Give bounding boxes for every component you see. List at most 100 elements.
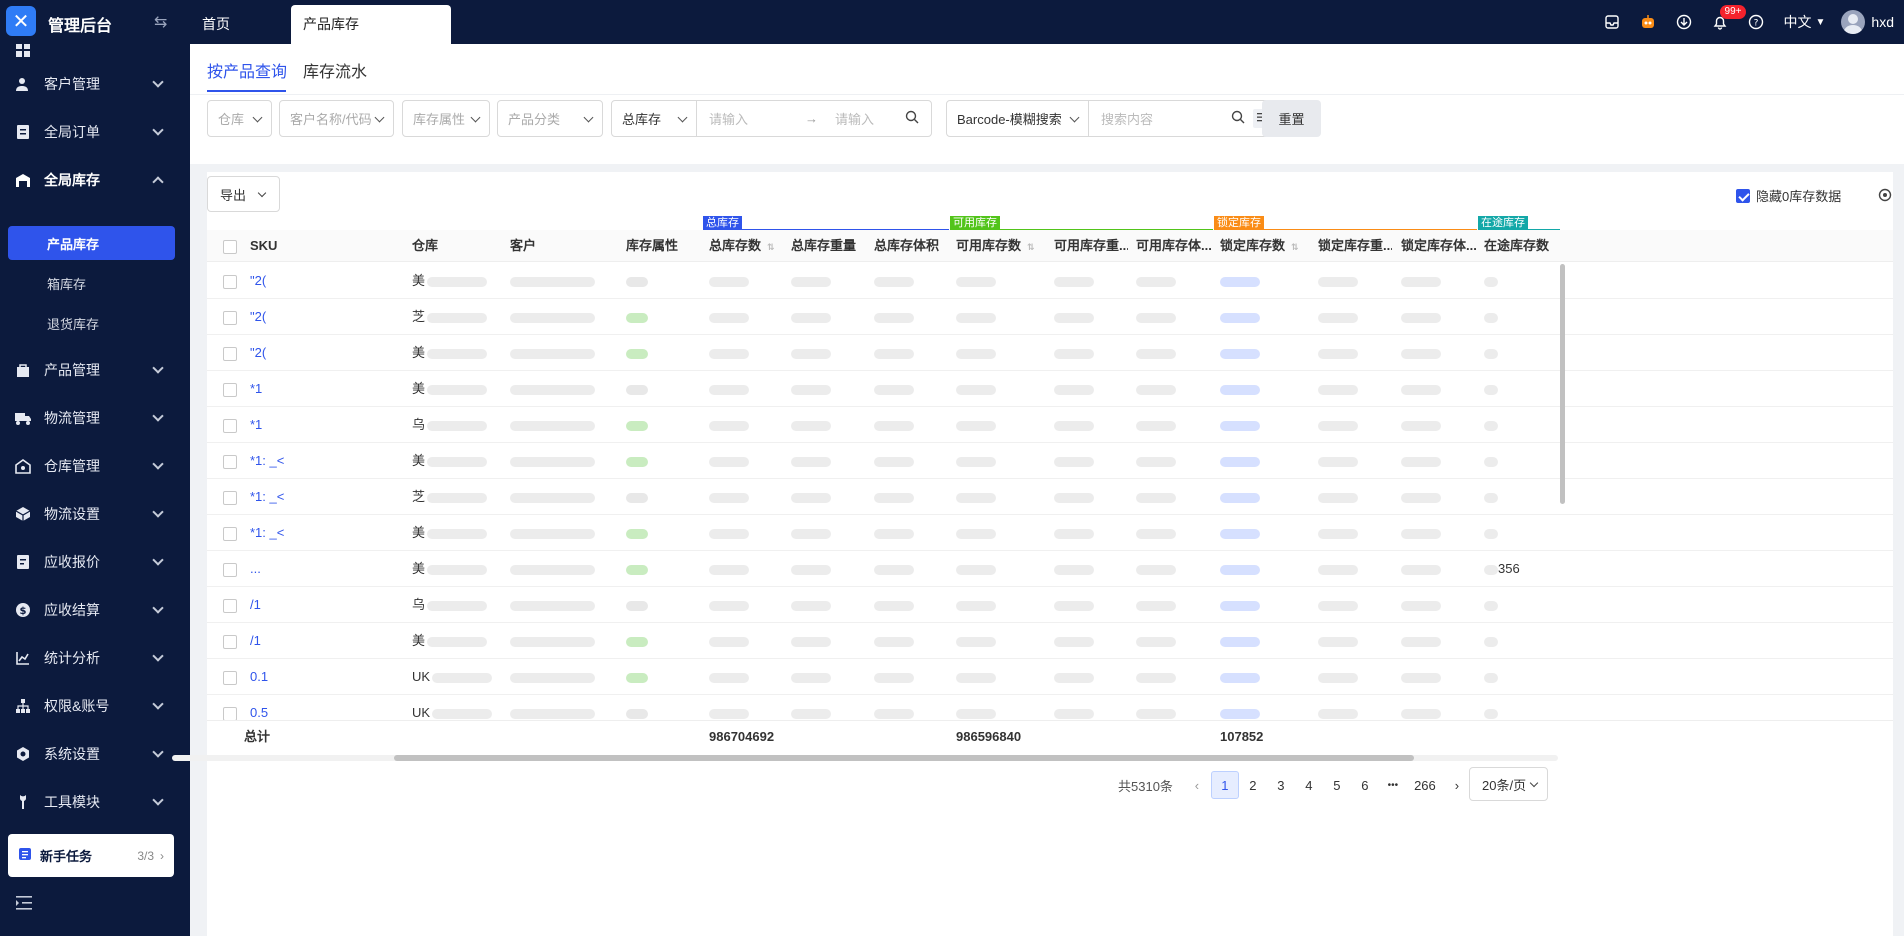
sidebar-item-permissions[interactable]: 权限&账号: [0, 686, 190, 726]
data-cell[interactable]: [1214, 623, 1310, 659]
sidebar-item-receivable-settlement[interactable]: $ 应收结算: [0, 590, 190, 630]
table-row[interactable]: [207, 443, 1893, 479]
sku-link[interactable]: *1: _<: [250, 489, 285, 504]
language-select[interactable]: 中文 ▼: [1774, 12, 1836, 32]
sidebar-item-system-settings[interactable]: 系统设置: [0, 734, 190, 774]
col-available-qty[interactable]: 可用库存数 ⇅: [950, 230, 1046, 262]
newbie-task-card[interactable]: 新手任务 3/3 ›: [8, 834, 174, 877]
warehouse-select[interactable]: 仓库: [207, 100, 272, 137]
next-page-icon[interactable]: ›: [1454, 777, 1460, 793]
sidebar-item-logistics[interactable]: 物流管理: [0, 398, 190, 438]
row-checkbox[interactable]: [223, 706, 237, 721]
page-4[interactable]: 4: [1305, 777, 1313, 793]
hide-zero-checkbox[interactable]: [1736, 188, 1750, 203]
sidebar-item-global-inventory[interactable]: 全局库存: [0, 160, 190, 200]
inbox-icon[interactable]: [1594, 0, 1630, 44]
sort-icon[interactable]: ⇅: [1027, 242, 1035, 252]
sort-icon[interactable]: ⇅: [1291, 242, 1299, 252]
sku-link[interactable]: /1: [250, 633, 261, 648]
user-menu[interactable]: hxd: [1835, 10, 1904, 34]
sidebar-item-products[interactable]: 产品管理: [0, 350, 190, 390]
customer-select[interactable]: 客户名称/代码: [279, 100, 394, 137]
vertical-scrollbar[interactable]: [1560, 264, 1565, 504]
sidebar-item-analytics[interactable]: 统计分析: [0, 638, 190, 678]
table-row[interactable]: [207, 335, 1893, 371]
row-checkbox[interactable]: [223, 346, 237, 361]
bell-icon[interactable]: 99+: [1702, 0, 1747, 44]
sidebar-item-partial[interactable]: [0, 44, 190, 70]
data-cell[interactable]: [1214, 479, 1310, 515]
help-icon[interactable]: ?: [1738, 0, 1774, 44]
data-cell[interactable]: [1214, 695, 1310, 731]
row-checkbox[interactable]: [223, 274, 237, 289]
sidebar-sub-box-inventory[interactable]: 箱库存: [47, 276, 87, 292]
stock-range-input[interactable]: 请输入 → 请输入: [696, 100, 932, 137]
page-size-select[interactable]: 20条/页: [1469, 767, 1548, 801]
page-6[interactable]: 6: [1361, 777, 1369, 793]
row-checkbox[interactable]: [223, 382, 237, 397]
page-ellipsis[interactable]: •••: [1387, 779, 1399, 791]
sidebar-sub-return-inventory[interactable]: 退货库存: [47, 316, 100, 332]
sku-link[interactable]: *1: [250, 417, 263, 432]
table-row[interactable]: [207, 479, 1893, 515]
table-row[interactable]: [207, 263, 1893, 299]
row-checkbox[interactable]: [223, 598, 237, 613]
sku-link[interactable]: 0.5: [250, 705, 269, 720]
download-icon[interactable]: [1666, 0, 1702, 44]
data-cell[interactable]: [1214, 587, 1310, 623]
sku-link[interactable]: *1: [250, 381, 263, 396]
sidebar-item-warehouse[interactable]: 仓库管理: [0, 446, 190, 486]
page-2[interactable]: 2: [1249, 777, 1257, 793]
col-total-qty[interactable]: 总库存数 ⇅: [703, 230, 783, 262]
row-checkbox[interactable]: [223, 310, 237, 325]
table-row[interactable]: [207, 371, 1893, 407]
column-settings-icon[interactable]: [1878, 188, 1892, 205]
category-select[interactable]: 产品分类: [497, 100, 603, 137]
sku-link[interactable]: 0.1: [250, 669, 269, 684]
tab-by-product[interactable]: 按产品查询: [207, 64, 288, 81]
sku-link[interactable]: /1: [250, 597, 261, 612]
data-cell[interactable]: [1214, 659, 1310, 695]
robot-icon[interactable]: [1630, 0, 1666, 44]
tab-home[interactable]: 首页: [202, 16, 230, 32]
row-checkbox[interactable]: [223, 490, 237, 505]
sidebar-sub-product-inventory[interactable]: 产品库存: [8, 226, 175, 260]
table-row[interactable]: [207, 587, 1893, 623]
row-checkbox[interactable]: [223, 562, 237, 577]
tab-product-inventory[interactable]: 产品库存: [291, 5, 451, 44]
prev-page-icon[interactable]: ‹: [1194, 777, 1200, 793]
table-row[interactable]: [207, 623, 1893, 659]
page-1[interactable]: 1: [1210, 771, 1239, 799]
export-button[interactable]: 导出: [207, 176, 280, 212]
row-checkbox[interactable]: [223, 418, 237, 433]
inventory-attr-select[interactable]: 库存属性: [402, 100, 490, 137]
page-3[interactable]: 3: [1277, 777, 1285, 793]
data-cell[interactable]: [1214, 515, 1310, 551]
max-input[interactable]: 请输入: [835, 112, 875, 127]
table-row[interactable]: [207, 299, 1893, 335]
sku-link[interactable]: "2(: [250, 273, 267, 288]
sku-link[interactable]: "2(: [250, 309, 267, 324]
sku-link[interactable]: *1: _<: [250, 525, 285, 540]
data-cell[interactable]: [1214, 407, 1310, 443]
table-row[interactable]: [207, 407, 1893, 443]
sku-link[interactable]: *1: _<: [250, 453, 285, 468]
table-row[interactable]: [207, 515, 1893, 551]
data-cell[interactable]: [1214, 299, 1310, 335]
data-cell[interactable]: [1214, 263, 1310, 299]
scroll-thumb[interactable]: [394, 755, 1414, 761]
stock-type-select[interactable]: 总库存: [611, 100, 697, 137]
row-checkbox[interactable]: [223, 526, 237, 541]
menu-fold-icon[interactable]: [16, 896, 32, 913]
sidebar-item-orders[interactable]: 全局订单: [0, 112, 190, 152]
row-checkbox[interactable]: [223, 670, 237, 685]
table-row[interactable]: [207, 551, 1893, 587]
col-locked-qty[interactable]: 锁定库存数 ⇅: [1214, 230, 1310, 262]
sidebar-item-tools[interactable]: 工具模块: [0, 782, 190, 822]
data-cell[interactable]: [1214, 443, 1310, 479]
sku-link[interactable]: ...: [250, 561, 261, 576]
search-type-select[interactable]: Barcode-模糊搜索: [946, 100, 1089, 137]
row-checkbox[interactable]: [223, 454, 237, 469]
tab-inventory-flow[interactable]: 库存流水: [303, 64, 368, 81]
search-icon[interactable]: [905, 110, 919, 127]
